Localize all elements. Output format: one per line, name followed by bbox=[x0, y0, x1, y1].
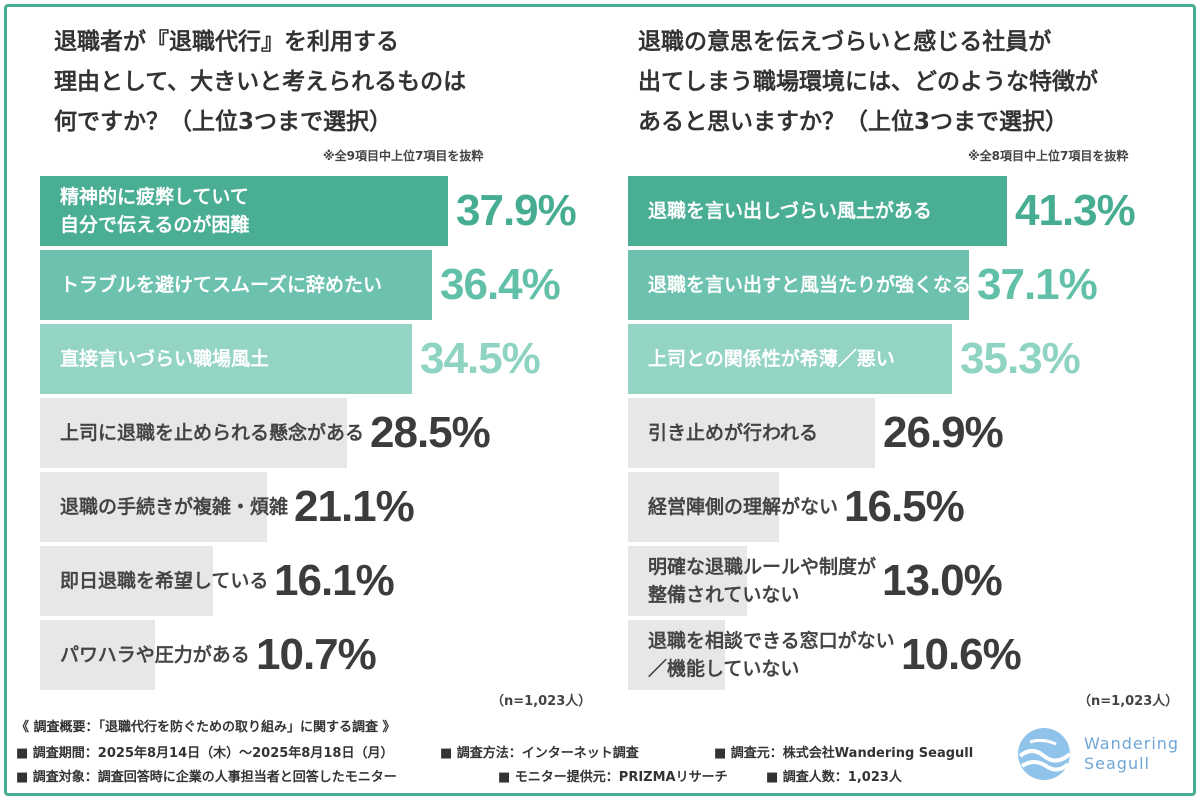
bar-row: 退職の手続きが複雑・煩雑 21.1% bbox=[40, 472, 600, 542]
right-question-title: 退職の意思を伝えづらいと感じる社員が 出てしまう職場環境には、どのような特徴が … bbox=[638, 29, 1098, 135]
bar bbox=[628, 176, 1007, 246]
bar-value-label: 16.5% bbox=[844, 482, 965, 531]
survey-period: ■ 調査期間：2025年8月14日（木）～2025年8月18日（月） bbox=[16, 746, 394, 761]
bar-row: 精神的に疲弊していて 自分で伝えるのが困難 37.9% bbox=[40, 176, 600, 246]
bar-category-label: 退職を言い出しづらい風土がある bbox=[648, 200, 932, 222]
left-question-title: 退職者が『退職代行』を利用する 理由として、大きいと考えられるものは 何ですか？… bbox=[54, 29, 467, 135]
right-sample-size: （n=1,023人） bbox=[1078, 694, 1179, 709]
bar-value-label: 13.0% bbox=[882, 556, 1003, 605]
chart-frame bbox=[4, 4, 1196, 796]
bar-row: パワハラや圧力がある 10.7% bbox=[40, 620, 600, 690]
bar bbox=[628, 398, 875, 468]
bar-category-label: 即日退職を希望している bbox=[60, 570, 269, 592]
wave-logo-icon bbox=[1018, 728, 1072, 780]
bar-row: 経営陣側の理解がない 16.5% bbox=[628, 472, 1188, 542]
bar-row: 直接言いづらい職場風土 34.5% bbox=[40, 324, 600, 394]
bar-value-label: 10.6% bbox=[901, 630, 1022, 679]
bar-row: 退職を言い出すと風当たりが強くなる 37.1% bbox=[628, 250, 1188, 320]
wandering-seagull-logo: Wandering Seagull bbox=[1012, 726, 1182, 782]
bar bbox=[628, 620, 725, 690]
bar-value-label: 34.5% bbox=[420, 334, 541, 383]
bar-category-label: 退職を言い出すと風当たりが強くなる bbox=[648, 274, 972, 296]
bar-category-label: パワハラや圧力がある bbox=[60, 644, 250, 666]
logo-line-1: Wandering bbox=[1084, 734, 1180, 753]
bar-category-label: 精神的に疲弊していて 自分で伝えるのが困難 bbox=[60, 186, 250, 236]
right-extract-note: ※全8項目中上位7項目を抜粋 bbox=[968, 149, 1129, 163]
bar bbox=[40, 472, 267, 542]
bar-value-label: 37.1% bbox=[977, 260, 1098, 309]
bar-value-label: 21.1% bbox=[294, 482, 415, 531]
left-sample-size: （n=1,023人） bbox=[491, 694, 592, 709]
bar bbox=[628, 324, 952, 394]
bar-category-label: 明確な退職ルールや制度が 整備されていない bbox=[648, 556, 877, 606]
survey-overview: 《 調査概要：「退職代行を防ぐための取り組み」に関する調査 》 bbox=[16, 720, 396, 735]
bar-value-label: 28.5% bbox=[370, 408, 491, 457]
bar bbox=[40, 250, 432, 320]
logo-line-2: Seagull bbox=[1084, 754, 1150, 773]
bar-row: 上司との関係性が希薄／悪い 35.3% bbox=[628, 324, 1188, 394]
bar-value-label: 41.3% bbox=[1015, 186, 1136, 235]
bar-value-label: 37.9% bbox=[456, 186, 577, 235]
bar-category-label: 引き止めが行われる bbox=[648, 422, 819, 444]
bar bbox=[40, 620, 155, 690]
bar bbox=[628, 472, 779, 542]
bar bbox=[40, 398, 347, 468]
bar-row: 即日退職を希望している 16.1% bbox=[40, 546, 600, 616]
bar-row: 引き止めが行われる 26.9% bbox=[628, 398, 1188, 468]
bar-row: 退職を相談できる窓口がない ／機能していない 10.6% bbox=[628, 620, 1188, 690]
bar bbox=[628, 546, 747, 616]
survey-target: ■ 調査対象：調査回答時に企業の人事担当者と回答したモニター bbox=[16, 770, 397, 785]
survey-count: ■ 調査人数：1,023人 bbox=[766, 770, 902, 785]
bar-value-label: 16.1% bbox=[274, 556, 395, 605]
survey-source: ■ 調査元：株式会社Wandering Seagull bbox=[714, 746, 974, 761]
survey-provider: ■ モニター提供元：PRIZMAリサーチ bbox=[498, 770, 728, 785]
bar-category-label: 直接言いづらい職場風土 bbox=[60, 348, 270, 370]
bar-category-label: 退職を相談できる窓口がない ／機能していない bbox=[648, 630, 895, 680]
bar-value-label: 35.3% bbox=[960, 334, 1081, 383]
bar-row: 明確な退職ルールや制度が 整備されていない 13.0% bbox=[628, 546, 1188, 616]
bar bbox=[40, 546, 213, 616]
bar-row: 上司に退職を止められる懸念がある 28.5% bbox=[40, 398, 600, 468]
bar bbox=[40, 176, 448, 246]
bar-value-label: 36.4% bbox=[440, 260, 561, 309]
bar bbox=[628, 250, 969, 320]
survey-method: ■ 調査方法：インターネット調査 bbox=[440, 746, 639, 761]
left-extract-note: ※全9項目中上位7項目を抜粋 bbox=[323, 149, 484, 163]
bar-category-label: 上司との関係性が希薄／悪い bbox=[648, 348, 895, 370]
bar-category-label: 経営陣側の理解がない bbox=[648, 496, 839, 518]
bar-category-label: 上司に退職を止められる懸念がある bbox=[60, 422, 365, 444]
bar-row: トラブルを避けてスムーズに辞めたい 36.4% bbox=[40, 250, 600, 320]
bar-category-label: トラブルを避けてスムーズに辞めたい bbox=[60, 274, 383, 296]
bar-category-label: 退職の手続きが複雑・煩雑 bbox=[60, 496, 289, 518]
bar-value-label: 10.7% bbox=[256, 630, 377, 679]
bar-value-label: 26.9% bbox=[883, 408, 1004, 457]
bar bbox=[40, 324, 412, 394]
bar-row: 退職を言い出しづらい風土がある 41.3% bbox=[628, 176, 1188, 246]
